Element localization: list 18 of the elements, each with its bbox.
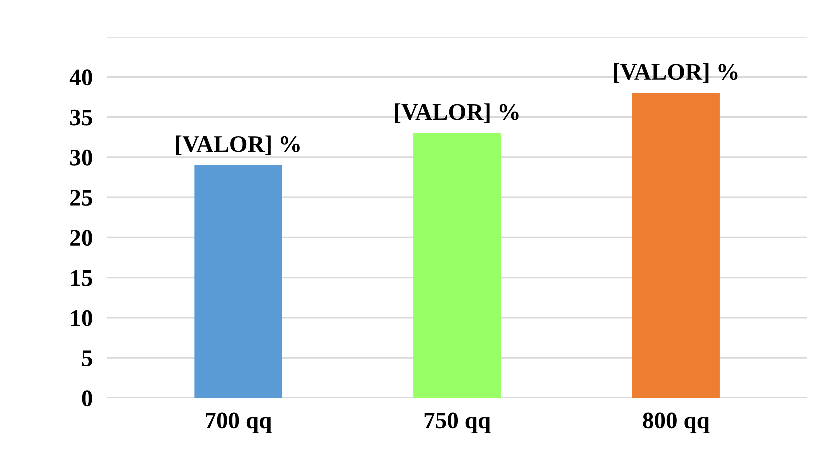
x-tick-label: 700 qq	[206, 412, 272, 434]
y-tick-label: 0	[82, 390, 92, 407]
data-label: [VALOR] %	[176, 136, 300, 156]
y-tick-label: 20	[70, 230, 92, 246]
y-tick-label: 10	[72, 310, 92, 326]
y-tick-label: 25	[70, 190, 92, 206]
bar	[194, 165, 282, 398]
data-label: [VALOR] %	[614, 63, 738, 84]
y-tick-label: 30	[70, 150, 92, 166]
bar	[414, 133, 502, 398]
y-tick-label: 5	[82, 350, 92, 366]
data-label: [VALOR] %	[395, 104, 519, 124]
x-tick-label: 800 qq	[643, 412, 710, 434]
y-tick-label: 15	[72, 270, 92, 286]
bar	[632, 93, 720, 398]
x-tick-label: 750 qq	[424, 412, 491, 434]
y-tick-label: 40	[70, 70, 92, 86]
y-tick-label: 35	[70, 110, 92, 126]
